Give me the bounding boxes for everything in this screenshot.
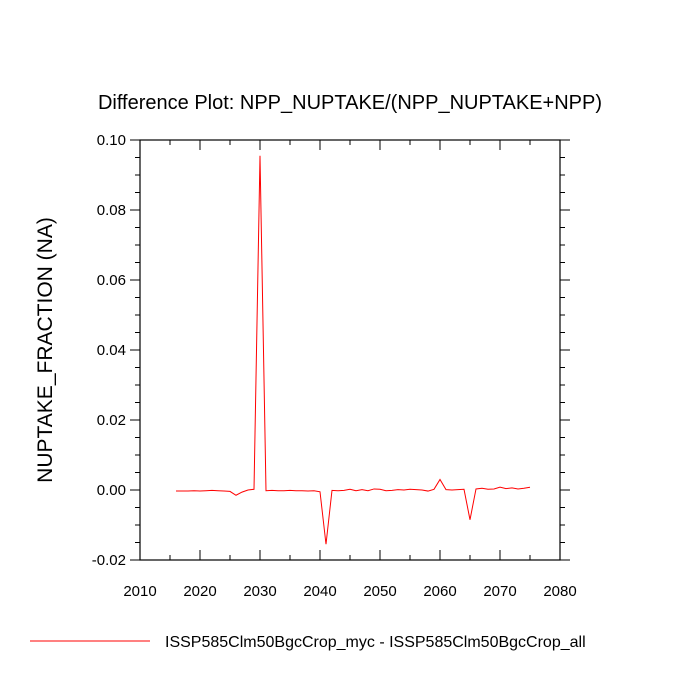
y-tick-label: 0.10 [97,132,126,149]
y-tick-label: 0.02 [97,412,126,429]
x-tick-label: 2030 [243,583,276,600]
y-tick-label: 0.00 [97,482,126,499]
x-tick-label: 2040 [303,583,336,600]
x-tick-label: 2010 [123,583,156,600]
x-tick-label: 2050 [363,583,396,600]
y-axis-ticks: -0.02 0.00 0.02 0.04 0.06 0.08 0.10 [92,132,570,569]
y-tick-label: 0.04 [97,342,126,359]
chart-title: Difference Plot: NPP_NUPTAKE/(NPP_NUPTAK… [98,92,602,114]
plot-frame [139,139,561,561]
y-tick-label: -0.02 [92,552,126,569]
y-tick-label: 0.06 [97,272,126,289]
legend: ISSP585Clm50BgcCrop_myc - ISSP585Clm50Bg… [30,634,586,651]
x-tick-label: 2020 [183,583,216,600]
y-axis-label: NUPTAKE_FRACTION (NA) [34,217,57,483]
legend-label: ISSP585Clm50BgcCrop_myc - ISSP585Clm50Bg… [165,634,586,651]
series-line [176,155,531,545]
x-tick-label: 2070 [483,583,516,600]
x-axis-ticks: 2010 2020 2030 2040 2050 2060 2070 2080 [123,140,577,600]
x-tick-label: 2080 [543,583,576,600]
y-tick-label: 0.08 [97,202,126,219]
x-tick-label: 2060 [423,583,456,600]
